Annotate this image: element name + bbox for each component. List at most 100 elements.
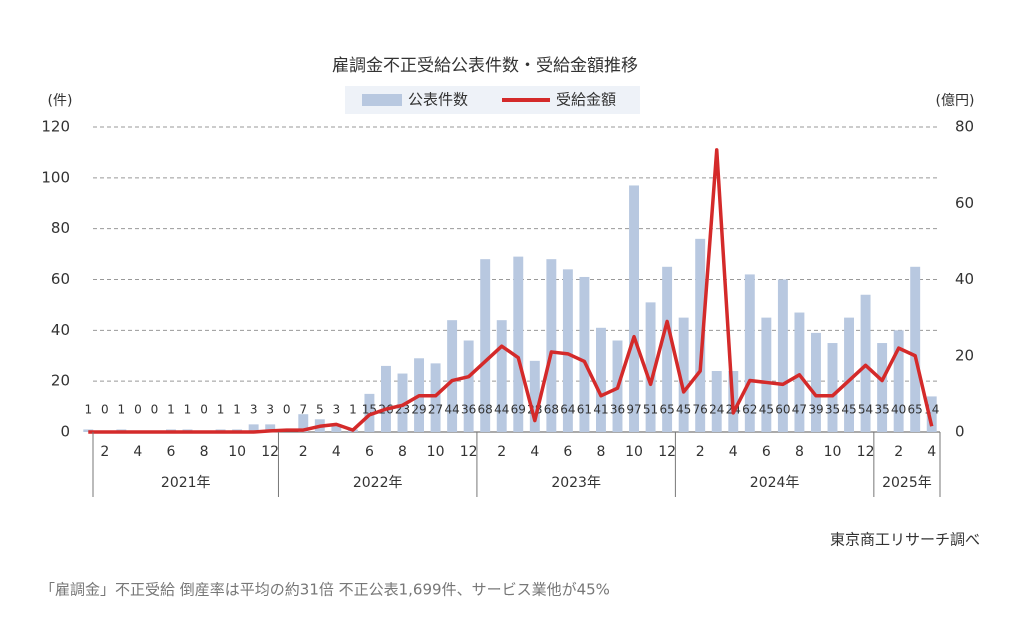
data-label: 1 <box>217 403 225 417</box>
bar <box>265 424 276 432</box>
data-label: 44 <box>444 403 459 417</box>
bar <box>596 327 606 432</box>
x-tick-label: 6 <box>365 444 374 460</box>
x-tick-label: 8 <box>398 444 407 460</box>
bar <box>877 343 888 432</box>
data-label: 40 <box>891 403 906 417</box>
source: 東京商工リサーチ調べ <box>830 531 980 549</box>
data-label: 64 <box>560 403 575 417</box>
y-tick-label: 100 <box>41 168 70 186</box>
bar <box>827 343 838 432</box>
y-tick-label: 80 <box>51 219 70 237</box>
x-tick-label: 6 <box>762 444 771 460</box>
x-tick-label: 8 <box>795 444 804 460</box>
legend-swatch <box>362 94 402 106</box>
y2-axis-label: (億円) <box>936 93 975 109</box>
data-label: 45 <box>841 403 856 417</box>
data-label: 0 <box>200 403 208 417</box>
bar <box>744 274 755 432</box>
x-tick-label: 4 <box>729 444 738 460</box>
bar <box>480 259 491 432</box>
data-label: 36 <box>461 403 476 417</box>
x-tick-label: 8 <box>200 444 209 460</box>
data-label: 54 <box>858 403 873 417</box>
y-tick-label: 120 <box>41 118 70 136</box>
data-label: 0 <box>151 403 159 417</box>
bar <box>496 320 507 432</box>
y-tick-label: 60 <box>51 270 70 288</box>
bar <box>331 424 342 432</box>
x-tick-label: 2 <box>894 444 903 460</box>
y2-tick-label: 60 <box>955 194 974 212</box>
bar <box>298 414 309 432</box>
x-tick-label: 10 <box>427 444 445 460</box>
data-label: 3 <box>266 403 274 417</box>
data-label: 7 <box>299 403 307 417</box>
bar <box>562 269 573 432</box>
y2-tick-label: 0 <box>955 423 965 441</box>
data-label: 60 <box>775 403 790 417</box>
data-label: 0 <box>101 403 109 417</box>
year-label: 2025年 <box>882 475 932 491</box>
bar <box>761 317 772 432</box>
data-label: 24 <box>709 403 724 417</box>
year-label: 2021年 <box>161 475 211 491</box>
x-tick-label: 4 <box>332 444 341 460</box>
data-label: 35 <box>825 403 840 417</box>
data-label: 1 <box>84 403 92 417</box>
x-tick-label: 4 <box>927 444 936 460</box>
x-tick-label: 2 <box>299 444 308 460</box>
data-label: 45 <box>759 403 774 417</box>
bar <box>546 259 557 432</box>
data-label: 97 <box>626 403 641 417</box>
chart-title: 雇調金不正受給公表件数・受給金額推移 <box>332 56 638 76</box>
x-tick-label: 12 <box>658 444 676 460</box>
y-axis-label: (件) <box>48 93 73 109</box>
bar <box>513 256 524 432</box>
data-label: 1 <box>349 403 357 417</box>
data-label: 76 <box>693 403 708 417</box>
bar <box>777 279 788 432</box>
line <box>88 148 934 434</box>
year-label: 2024年 <box>750 475 800 491</box>
bar <box>860 294 871 432</box>
x-tick-label: 12 <box>261 444 279 460</box>
bar <box>381 365 391 432</box>
bar <box>364 393 375 432</box>
bar <box>430 363 441 432</box>
data-label: 35 <box>874 403 889 417</box>
bar <box>910 266 921 432</box>
data-label: 3 <box>333 403 341 417</box>
bar <box>629 185 639 432</box>
bar <box>662 266 673 432</box>
bar <box>926 396 937 432</box>
x-tick-label: 10 <box>625 444 643 460</box>
bar <box>844 317 854 432</box>
data-label: 65 <box>908 403 923 417</box>
data-label: 68 <box>478 403 493 417</box>
x-tick-label: 12 <box>857 444 875 460</box>
y2-tick-label: 20 <box>955 346 974 364</box>
y2-tick-label: 40 <box>955 270 974 288</box>
bar <box>811 332 821 432</box>
data-label: 44 <box>494 403 509 417</box>
data-label: 62 <box>742 403 757 417</box>
legend-label: 公表件数 <box>408 91 468 109</box>
y-tick-label: 40 <box>51 321 70 339</box>
bar <box>695 238 706 432</box>
x-tick-label: 2 <box>497 444 506 460</box>
data-label: 69 <box>511 403 526 417</box>
data-label: 45 <box>676 403 691 417</box>
data-label: 1 <box>233 403 241 417</box>
y-tick-label: 20 <box>51 372 70 390</box>
data-label: 68 <box>544 403 559 417</box>
x-tick-label: 4 <box>133 444 142 460</box>
bar <box>579 276 590 432</box>
year-label: 2023年 <box>551 475 601 491</box>
data-label: 41 <box>593 403 608 417</box>
data-label: 39 <box>808 403 823 417</box>
bar <box>248 424 259 432</box>
data-label: 0 <box>283 403 291 417</box>
caption: 「雇調金」不正受給 倒産率は平均の約31倍 不正公表1,699件、サービス業他が… <box>40 581 610 599</box>
bar <box>678 317 689 432</box>
